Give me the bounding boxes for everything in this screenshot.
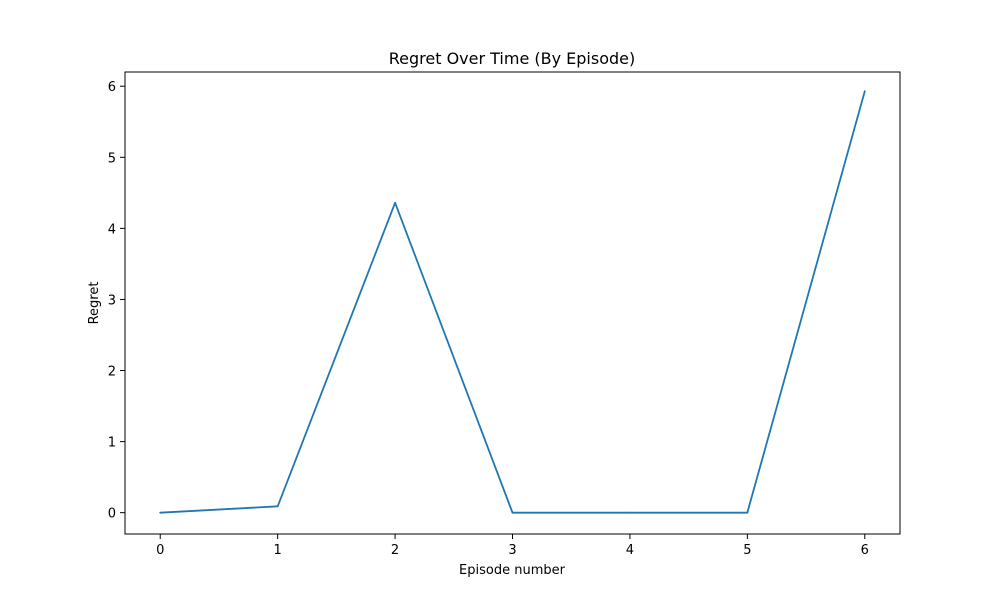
chart-title: Regret Over Time (By Episode) bbox=[389, 49, 636, 68]
x-tick-label: 3 bbox=[508, 543, 516, 558]
y-tick-label: 1 bbox=[108, 436, 116, 451]
x-tick-label: 5 bbox=[743, 543, 751, 558]
data-point bbox=[511, 511, 514, 514]
y-axis-label: Regret bbox=[87, 282, 102, 325]
series-line bbox=[160, 90, 866, 514]
plot-area-frame bbox=[124, 71, 901, 535]
y-tick-label: 2 bbox=[108, 365, 116, 380]
data-point bbox=[276, 505, 279, 508]
y-axis: 0 1 2 3 4 5 6 bbox=[108, 80, 125, 522]
y-tick-label: 0 bbox=[108, 507, 116, 522]
y-tick-label: 5 bbox=[108, 151, 116, 166]
x-axis: 0 1 2 3 4 5 6 bbox=[156, 534, 869, 558]
series-layer bbox=[159, 90, 866, 514]
y-tick-label: 4 bbox=[108, 222, 116, 237]
x-tick-label: 2 bbox=[391, 543, 399, 558]
x-axis-label: Episode number bbox=[459, 563, 566, 578]
y-tick-label: 3 bbox=[108, 293, 116, 308]
x-tick-label: 4 bbox=[626, 543, 634, 558]
data-point bbox=[159, 511, 162, 514]
data-point bbox=[746, 511, 749, 514]
x-tick-label: 6 bbox=[861, 543, 869, 558]
data-point bbox=[394, 201, 396, 204]
data-point bbox=[863, 90, 866, 93]
x-tick-label: 1 bbox=[274, 543, 282, 558]
data-point bbox=[629, 511, 631, 514]
y-tick-label: 6 bbox=[108, 80, 116, 95]
x-tick-label: 0 bbox=[156, 543, 164, 558]
